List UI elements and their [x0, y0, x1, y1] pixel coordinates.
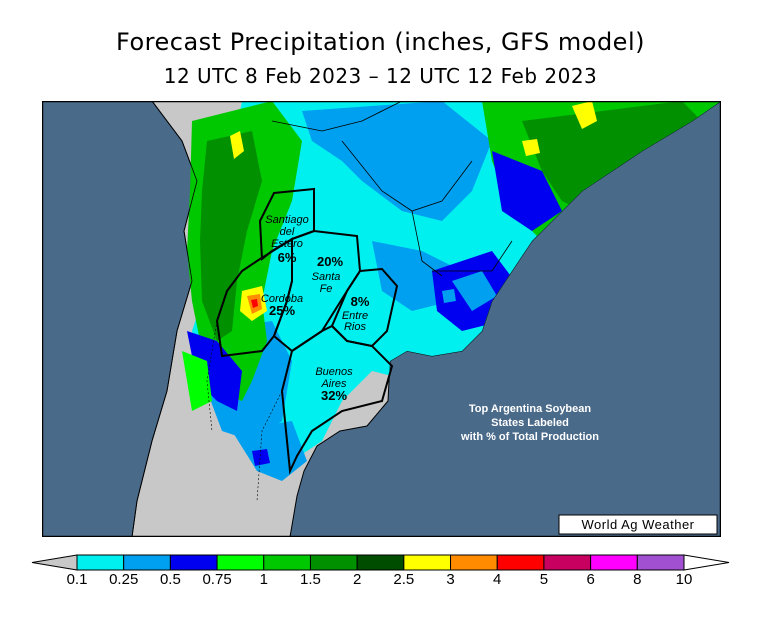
legend-tick-label: 3 — [446, 571, 455, 588]
state-labels: Santiago del Estero 6% 20% Santa Fe Cord… — [261, 214, 370, 403]
label-santafe-pct: 20% — [317, 254, 343, 269]
credit-box — [558, 514, 718, 535]
legend-tick-label: 0.5 — [159, 571, 181, 588]
legend-tick-label: 10 — [675, 571, 693, 588]
note-line-1: Top Argentina Soybean — [469, 403, 592, 415]
map-title: Forecast Precipitation (inches, GFS mode… — [116, 28, 645, 56]
legend-tick-label: 1.5 — [300, 571, 321, 588]
label-buenosaires-line2: Aires — [320, 378, 347, 390]
legend-tick-label: 0.25 — [109, 571, 139, 588]
legend-tick-label: 0.75 — [202, 571, 232, 588]
legend-arrow-low — [31, 554, 78, 571]
map-frame — [42, 101, 721, 537]
label-buenosaires-line1: Buenos — [315, 366, 353, 378]
legend-swatch — [450, 554, 498, 571]
legend-swatch — [356, 554, 405, 571]
legend-swatch — [543, 554, 592, 571]
map-subtitle: 12 UTC 8 Feb 2023 – 12 UTC 12 Feb 2023 — [163, 64, 598, 88]
label-santiago-line2: del — [280, 226, 295, 238]
legend-arrow-high — [683, 554, 730, 571]
label-entrerios-line1: Entre — [342, 310, 368, 322]
label-santafe-line1: Santa — [312, 271, 341, 283]
label-entrerios-line2: Rios — [344, 321, 367, 333]
legend-tick-label: 2.5 — [393, 571, 415, 588]
province-borders — [215, 187, 399, 475]
map-note: Top Argentina Soybean States Labeled wit… — [460, 403, 599, 443]
label-santafe-line2: Fe — [320, 283, 333, 295]
legend-swatch — [590, 554, 638, 571]
legend-swatch — [123, 554, 171, 571]
legend-swatch — [263, 554, 311, 571]
label-santiago-line3: Estero — [271, 238, 303, 250]
legend-swatch — [403, 554, 452, 571]
label-buenosaires-pct: 32% — [321, 388, 347, 403]
country-borders — [131, 101, 513, 537]
label-cordoba-line1: Cordoba — [261, 293, 303, 305]
legend-swatch — [216, 554, 265, 571]
legend-tick-label: 4 — [493, 571, 502, 588]
precipitation-map: Santiago del Estero 6% 20% Santa Fe Cord… — [42, 101, 721, 537]
note-line-2: States Labeled — [491, 417, 569, 429]
label-entrerios-pct: 8% — [351, 294, 370, 309]
legend-tick-label: 2 — [352, 571, 362, 588]
legend-tick-label: 6 — [586, 571, 595, 588]
label-santiago-pct: 6% — [278, 250, 297, 265]
legend-swatch — [169, 554, 218, 571]
label-cordoba-pct: 25% — [269, 303, 295, 318]
legend-tick-label: 8 — [633, 571, 642, 588]
credit-label: World Ag Weather — [581, 517, 694, 532]
legend-tick-label: 1 — [259, 571, 268, 588]
legend-tick-label: 0.1 — [66, 571, 88, 588]
label-santiago-line1: Santiago — [265, 214, 308, 226]
note-line-3: with % of Total Production — [460, 431, 599, 443]
legend-swatch — [309, 554, 358, 571]
legend-swatch — [76, 554, 125, 571]
legend-swatch — [636, 554, 685, 571]
legend-tick-label: 5 — [539, 571, 549, 588]
legend-swatch — [496, 554, 545, 571]
